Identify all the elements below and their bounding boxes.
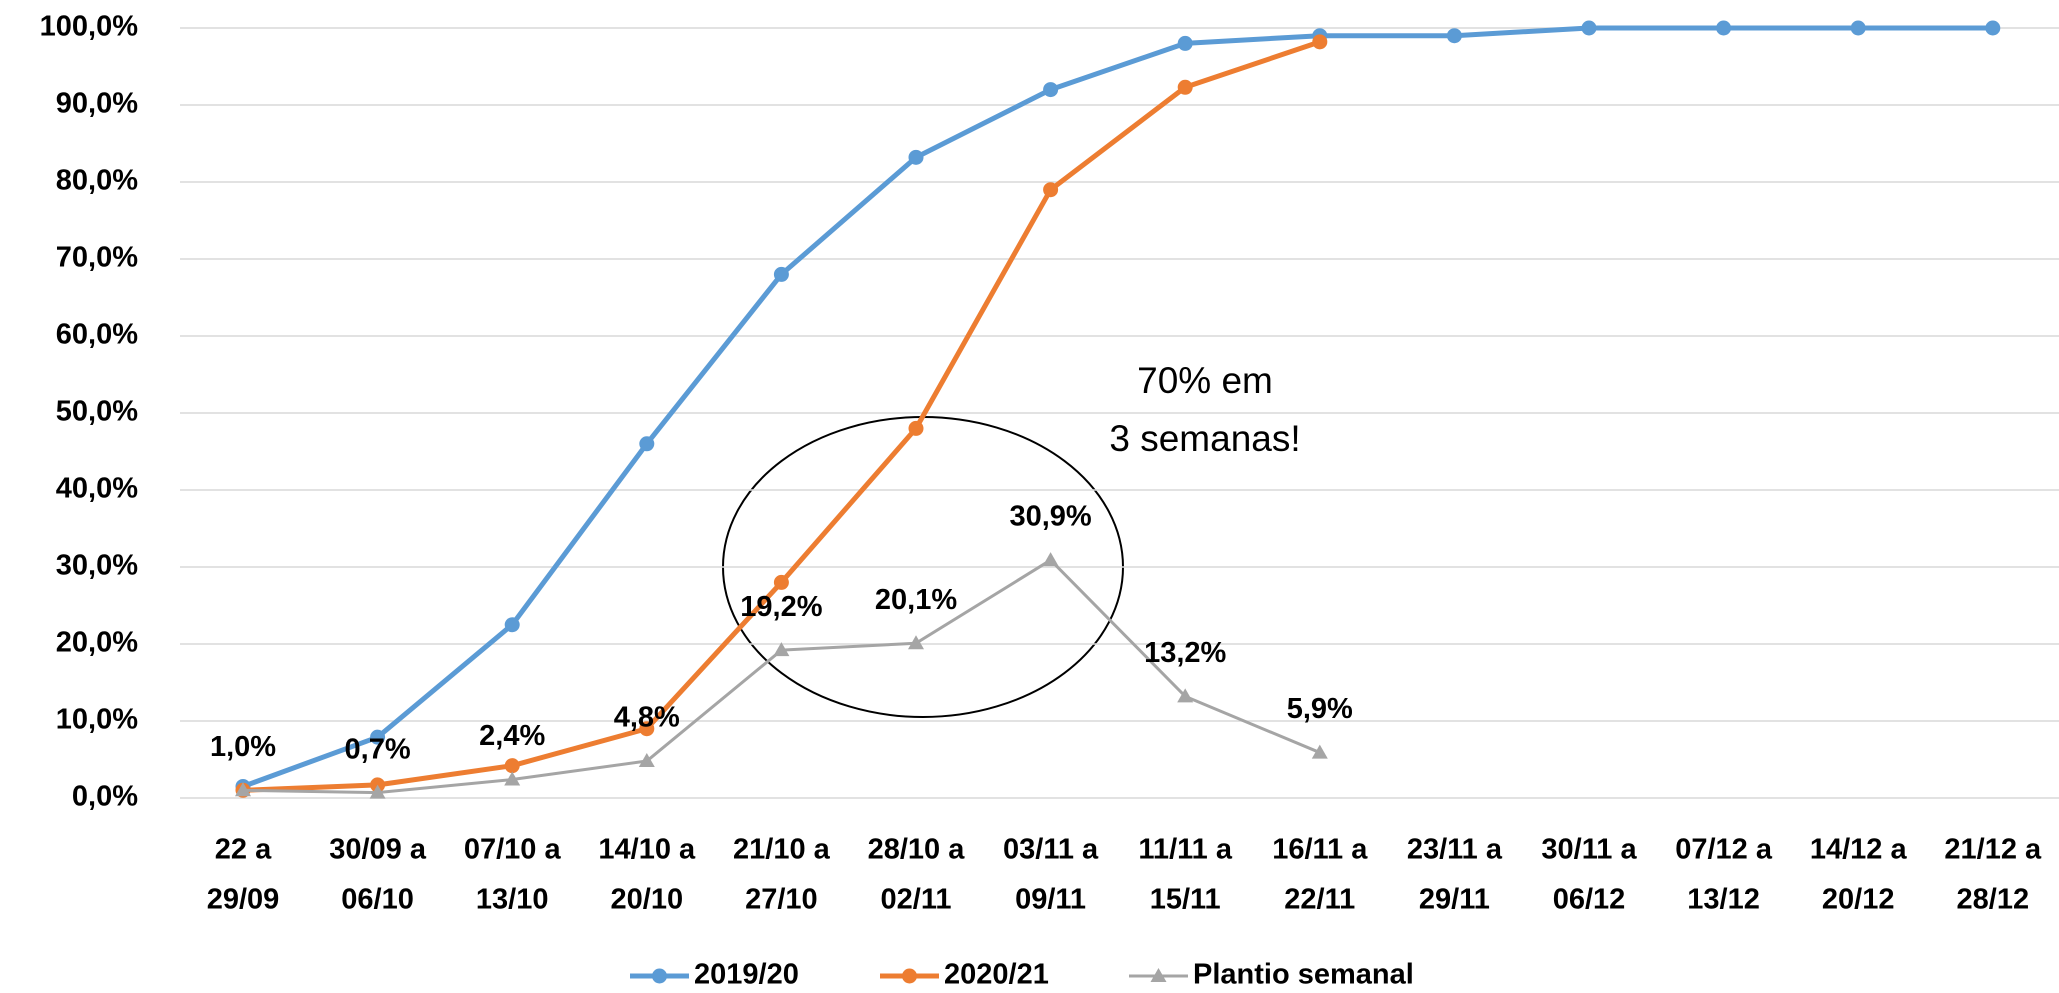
y-tick-label: 90,0% bbox=[56, 88, 138, 120]
legend-marker bbox=[902, 968, 917, 984]
x-tick-label: 20/10 bbox=[611, 884, 684, 916]
data-label: 20,1% bbox=[875, 584, 957, 616]
x-tick-label: 03/11 a bbox=[1003, 834, 1099, 866]
data-point bbox=[504, 617, 520, 633]
data-point bbox=[1177, 35, 1193, 51]
data-point bbox=[773, 642, 790, 657]
x-tick-label: 29/11 bbox=[1419, 884, 1490, 916]
data-point bbox=[908, 635, 924, 650]
x-tick-label: 27/10 bbox=[745, 884, 818, 916]
x-tick-label: 16/11 a bbox=[1272, 834, 1368, 866]
y-tick-label: 0,0% bbox=[72, 781, 138, 813]
legend-label: 2020/21 bbox=[944, 959, 1049, 991]
data-point bbox=[370, 729, 386, 745]
data-point bbox=[369, 784, 386, 799]
y-tick-label: 40,0% bbox=[56, 473, 138, 505]
data-label: 30,9% bbox=[1009, 501, 1091, 533]
x-tick-label: 30/09 a bbox=[329, 834, 427, 866]
x-tick-label: 11/11 a bbox=[1138, 834, 1232, 866]
data-point bbox=[1311, 744, 1328, 759]
data-label: 4,8% bbox=[614, 702, 680, 734]
data-point bbox=[1985, 20, 2001, 36]
y-tick-label: 10,0% bbox=[56, 704, 138, 736]
data-label: 13,2% bbox=[1144, 637, 1226, 669]
y-tick-label: 20,0% bbox=[56, 627, 138, 659]
x-tick-label: 09/11 bbox=[1015, 884, 1086, 916]
data-point bbox=[908, 149, 924, 165]
x-tick-label: 22/11 bbox=[1284, 884, 1355, 916]
data-point bbox=[235, 782, 251, 797]
data-point bbox=[1312, 34, 1328, 50]
data-point bbox=[639, 721, 655, 737]
annotation: 3 semanas! bbox=[1109, 418, 1300, 459]
data-point bbox=[908, 420, 924, 436]
x-tick-label: 13/10 bbox=[476, 884, 549, 916]
data-point bbox=[1581, 20, 1597, 36]
data-point bbox=[773, 574, 789, 590]
x-tick-label: 28/10 a bbox=[868, 834, 966, 866]
legend-marker bbox=[652, 968, 667, 984]
y-tick-label: 70,0% bbox=[56, 242, 138, 274]
x-tick-label: 29/09 bbox=[207, 884, 280, 916]
plot: 0,0% 10,0% 20,0% 30,0% 40,0% 50,0% 60,0% 70,0% 8… bbox=[40, 11, 2059, 991]
data-point bbox=[1177, 79, 1193, 95]
x-tick-label: 30/11 a bbox=[1541, 834, 1637, 866]
data-point bbox=[1043, 82, 1059, 98]
data-label: 1,0% bbox=[210, 731, 276, 763]
x-tick-label: 28/12 bbox=[1957, 884, 2030, 916]
data-point bbox=[638, 753, 655, 768]
x-tick-label: 02/11 bbox=[881, 884, 952, 916]
x-tick-label: 06/10 bbox=[341, 884, 414, 916]
legend-label: Plantio semanal bbox=[1193, 959, 1414, 991]
series-line bbox=[242, 25, 1993, 789]
x-tick-label: 22 a bbox=[215, 834, 272, 866]
x-tick-label: 21/10 a bbox=[733, 834, 831, 866]
legend-label: 2019/20 bbox=[694, 959, 799, 991]
x-tick-label: 20/12 bbox=[1822, 884, 1895, 916]
x-tick-label: 13/12 bbox=[1687, 884, 1760, 916]
y-tick-label: 60,0% bbox=[56, 319, 138, 351]
x-tick-label: 15/11 bbox=[1150, 884, 1221, 916]
series-line bbox=[242, 39, 1321, 793]
data-point bbox=[504, 771, 521, 786]
x-tick-label: 14/10 a bbox=[598, 834, 696, 866]
data-point bbox=[639, 436, 655, 452]
data-label: 0,7% bbox=[345, 733, 411, 765]
annotation: 70% em bbox=[1137, 360, 1273, 401]
x-tick-label: 23/11 a bbox=[1407, 834, 1503, 866]
y-tick-label: 50,0% bbox=[56, 396, 138, 428]
x-tick-label: 21/12 a bbox=[1944, 834, 2042, 866]
data-point bbox=[1446, 28, 1462, 44]
y-tick-label: 100,0% bbox=[40, 11, 139, 43]
data-point bbox=[1177, 688, 1194, 703]
x-tick-label: 14/12 a bbox=[1810, 834, 1908, 866]
data-point bbox=[1043, 182, 1059, 198]
data-point bbox=[504, 758, 520, 774]
data-point bbox=[1850, 20, 1866, 36]
x-tick-label: 06/12 bbox=[1553, 884, 1626, 916]
data-label: 5,9% bbox=[1287, 693, 1353, 725]
data-point bbox=[773, 266, 789, 282]
data-label: 2,4% bbox=[479, 720, 545, 752]
data-point bbox=[1716, 20, 1732, 36]
x-tick-label: 07/10 a bbox=[464, 834, 562, 866]
x-tick-label: 07/12 a bbox=[1675, 834, 1773, 866]
y-tick-label: 80,0% bbox=[56, 165, 138, 197]
y-tick-label: 30,0% bbox=[56, 550, 138, 582]
data-label: 19,2% bbox=[740, 591, 822, 623]
legend-marker bbox=[1150, 968, 1167, 982]
data-point bbox=[1042, 552, 1059, 567]
